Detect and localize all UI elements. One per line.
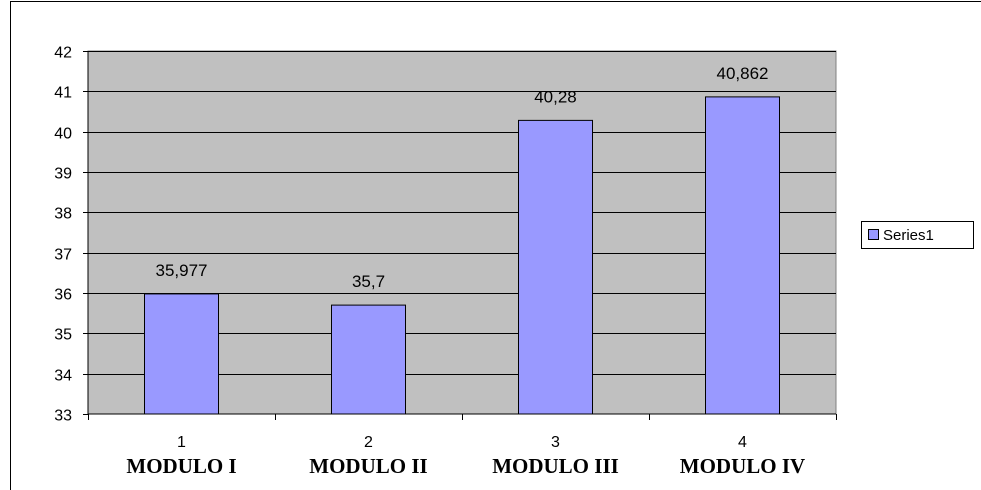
module-label-4: MODULO IV bbox=[680, 454, 805, 478]
y-tick-label: 42 bbox=[54, 45, 72, 62]
x-tick-label-2: 2 bbox=[364, 434, 373, 451]
data-label-3: 40,28 bbox=[534, 87, 577, 106]
y-tick-label: 36 bbox=[54, 287, 72, 304]
bar-3 bbox=[518, 119, 593, 415]
module-label-3: MODULO III bbox=[492, 454, 619, 478]
chart-border bbox=[10, 1, 981, 490]
bar-2 bbox=[331, 304, 406, 415]
y-tick-label: 41 bbox=[54, 85, 72, 102]
legend-box bbox=[861, 221, 974, 249]
data-labels: 35,977 35,7 40,28 40,862 bbox=[156, 64, 769, 291]
x-axis: 1 2 3 4 bbox=[88, 414, 837, 451]
bar-1 bbox=[144, 293, 219, 415]
y-tick-label: 34 bbox=[54, 368, 72, 385]
bars bbox=[144, 96, 780, 415]
y-tick-label: 35 bbox=[54, 327, 72, 344]
bar-4 bbox=[705, 96, 780, 415]
legend-swatch bbox=[868, 229, 879, 240]
data-label-4: 40,862 bbox=[717, 64, 769, 83]
y-tick-label: 39 bbox=[54, 166, 72, 183]
y-tick-label: 38 bbox=[54, 206, 72, 223]
data-label-1: 35,977 bbox=[156, 261, 208, 280]
module-label-2: MODULO II bbox=[309, 454, 427, 478]
legend: Series1 bbox=[861, 221, 974, 249]
data-label-2: 35,7 bbox=[352, 272, 385, 291]
y-tick-label: 37 bbox=[54, 247, 72, 264]
x-tick-label-3: 3 bbox=[551, 434, 560, 451]
x-tick-label-1: 1 bbox=[177, 434, 186, 451]
legend-label: Series1 bbox=[883, 227, 934, 244]
y-axis: 33 34 35 36 37 38 39 40 41 42 bbox=[54, 45, 88, 425]
x-tick-label-4: 4 bbox=[738, 434, 747, 451]
y-tick-label: 33 bbox=[54, 408, 72, 425]
module-label-1: MODULO I bbox=[126, 454, 236, 478]
module-labels: MODULO I MODULO II MODULO III MODULO IV bbox=[126, 454, 805, 478]
y-tick-label: 40 bbox=[54, 126, 72, 143]
